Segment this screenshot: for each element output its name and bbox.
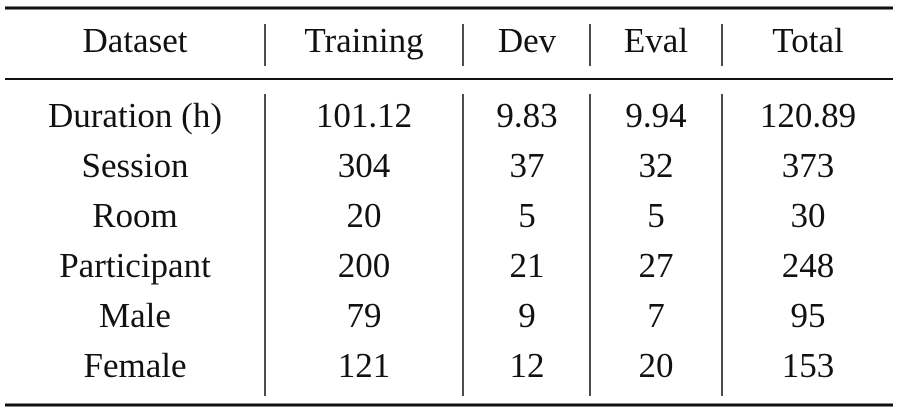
cell: 12: [510, 346, 545, 385]
cell: 27: [639, 246, 674, 285]
cell: 20: [639, 346, 674, 385]
cell: 5: [518, 196, 536, 235]
cell: 5: [647, 196, 665, 235]
cell: 30: [791, 196, 826, 235]
cell: 373: [782, 146, 835, 185]
cell: 9.94: [625, 96, 686, 135]
row-label: Male: [99, 296, 171, 335]
header-cell: Eval: [624, 21, 688, 60]
cell: 9: [518, 296, 536, 335]
header-cell: Total: [772, 21, 844, 60]
cell: 304: [338, 146, 391, 185]
header-cell: Dev: [498, 21, 557, 60]
cells: Dataset Training Dev Eval Total Duration (h) 1…: [48, 21, 856, 385]
cell: 121: [338, 346, 391, 385]
cell: 120.89: [760, 96, 856, 135]
cell: 79: [347, 296, 382, 335]
cell: 95: [791, 296, 826, 335]
cell: 21: [510, 246, 545, 285]
row-label: Duration (h): [48, 96, 222, 135]
row-label: Participant: [59, 246, 211, 285]
cell: 101.12: [316, 96, 412, 135]
row-label: Session: [82, 146, 189, 185]
row-label: Female: [83, 346, 186, 385]
cell: 248: [782, 246, 835, 285]
cell: 37: [510, 146, 545, 185]
cell: 32: [639, 146, 674, 185]
cell: 200: [338, 246, 391, 285]
row-label: Room: [92, 196, 178, 235]
cell: 7: [647, 296, 665, 335]
header-cell: Dataset: [83, 21, 188, 60]
cell: 153: [782, 346, 835, 385]
cell: 9.83: [496, 96, 557, 135]
header-cell: Training: [304, 21, 423, 60]
cell: 20: [347, 196, 382, 235]
